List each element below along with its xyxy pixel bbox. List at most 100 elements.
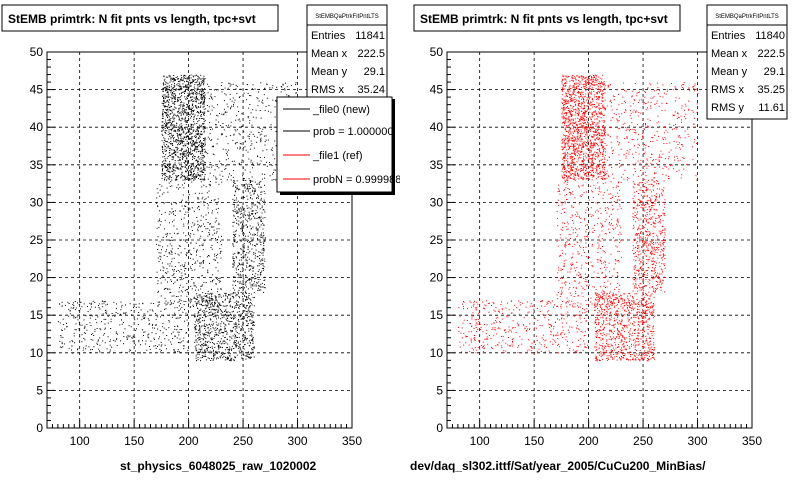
left-scatter-point <box>193 296 195 298</box>
left-scatter-point <box>238 314 240 316</box>
right-scatter-point <box>602 171 604 173</box>
right-scatter-point <box>566 92 568 94</box>
left-scatter-point <box>220 338 222 340</box>
left-scatter-point <box>241 357 243 359</box>
left-scatter-point <box>173 274 175 276</box>
right-scatter-point <box>591 179 593 181</box>
left-stats-value-mean-x: 222.5 <box>357 48 385 60</box>
left-scatter-point <box>231 105 233 107</box>
left-scatter-point <box>243 197 245 198</box>
left-scatter-point <box>222 148 224 150</box>
left-scatter-point <box>203 166 205 168</box>
left-scatter-point <box>182 291 183 293</box>
left-scatter-point <box>260 263 262 265</box>
left-scatter-point <box>184 126 186 128</box>
left-scatter-point <box>196 293 198 295</box>
left-scatter-point <box>208 98 210 100</box>
left-scatter-point <box>193 247 195 249</box>
left-scatter-point <box>186 78 188 80</box>
left-scatter-point <box>197 157 199 159</box>
left-scatter-point <box>238 281 240 283</box>
right-scatter-point <box>580 107 582 109</box>
left-scatter-point <box>139 352 141 354</box>
right-scatter-point <box>581 111 583 112</box>
left-scatter-point <box>168 88 170 90</box>
left-scatter-point <box>170 202 172 204</box>
left-scatter-point <box>81 324 83 326</box>
left-scatter-point <box>177 349 179 351</box>
left-scatter-point <box>247 189 249 191</box>
left-scatter-point <box>102 334 104 336</box>
left-scatter-point <box>262 224 264 226</box>
left-scatter-point <box>222 340 224 342</box>
right-scatter-point <box>588 158 590 160</box>
left-scatter-point <box>252 338 254 340</box>
left-scatter-point <box>203 325 205 327</box>
left-scatter-point <box>207 290 209 292</box>
left-scatter-point <box>133 336 135 338</box>
left-scatter-point <box>133 303 135 305</box>
left-scatter-point <box>214 312 216 314</box>
left-scatter-point <box>253 266 255 268</box>
left-scatter-point <box>204 311 206 313</box>
right-scatter-point <box>589 147 591 148</box>
right-scatter-point <box>579 133 581 134</box>
left-scatter-point <box>91 306 93 308</box>
left-scatter-point <box>204 240 206 242</box>
right-scatter-point <box>574 145 576 147</box>
left-scatter-point <box>203 114 205 116</box>
left-scatter-point <box>214 199 216 201</box>
left-scatter-point <box>234 194 235 196</box>
left-scatter-point <box>173 152 175 154</box>
left-scatter-point <box>197 301 199 303</box>
left-scatter-point <box>251 348 253 350</box>
right-scatter-point <box>597 79 599 81</box>
left-scatter-point <box>187 89 189 91</box>
left-scatter-point <box>187 170 188 172</box>
left-scatter-point <box>165 150 167 152</box>
left-scatter-point <box>263 190 265 192</box>
left-scatter-point <box>242 322 244 324</box>
left-scatter-point <box>193 140 194 142</box>
left-scatter-point <box>255 273 257 275</box>
left-scatter-point <box>201 285 203 287</box>
left-scatter-point <box>203 176 205 178</box>
left-scatter-point <box>251 280 252 282</box>
left-scatter-point <box>252 210 254 212</box>
right-scatter-point <box>567 96 569 97</box>
right-scatter-point <box>603 172 605 174</box>
right-scatter-point <box>596 106 597 108</box>
left-scatter-point <box>224 111 226 113</box>
left-scatter-point <box>201 179 203 181</box>
left-scatter-point <box>198 138 200 139</box>
right-scatter-point <box>569 123 571 125</box>
left-scatter-point <box>212 274 214 276</box>
left-scatter-point <box>246 205 248 207</box>
left-scatter-point <box>157 291 159 293</box>
left-scatter-point <box>193 282 195 284</box>
left-scatter-point <box>160 252 162 254</box>
left-scatter-point <box>180 140 182 142</box>
left-scatter-point <box>191 132 193 134</box>
left-scatter-point <box>204 161 206 163</box>
left-scatter-point <box>250 159 252 161</box>
left-scatter-point <box>243 247 245 249</box>
left-scatter-point <box>211 331 213 333</box>
left-scatter-point <box>179 210 181 212</box>
left-scatter-point <box>104 328 106 330</box>
left-scatter-point <box>235 356 237 358</box>
left-scatter-point <box>213 154 215 156</box>
right-scatter-point <box>603 148 605 150</box>
left-scatter-point <box>180 134 182 136</box>
left-scatter-point <box>116 345 118 347</box>
left-scatter-point <box>168 213 170 215</box>
left-scatter-point <box>286 86 288 88</box>
left-scatter-point <box>200 157 202 159</box>
left-scatter-point <box>240 240 242 242</box>
left-scatter-point <box>211 128 213 130</box>
left-scatter-point <box>231 318 232 319</box>
left-scatter-point <box>173 169 175 170</box>
left-scatter-point <box>191 175 193 177</box>
right-scatter-point <box>572 111 574 112</box>
left-scatter-point <box>198 325 200 327</box>
